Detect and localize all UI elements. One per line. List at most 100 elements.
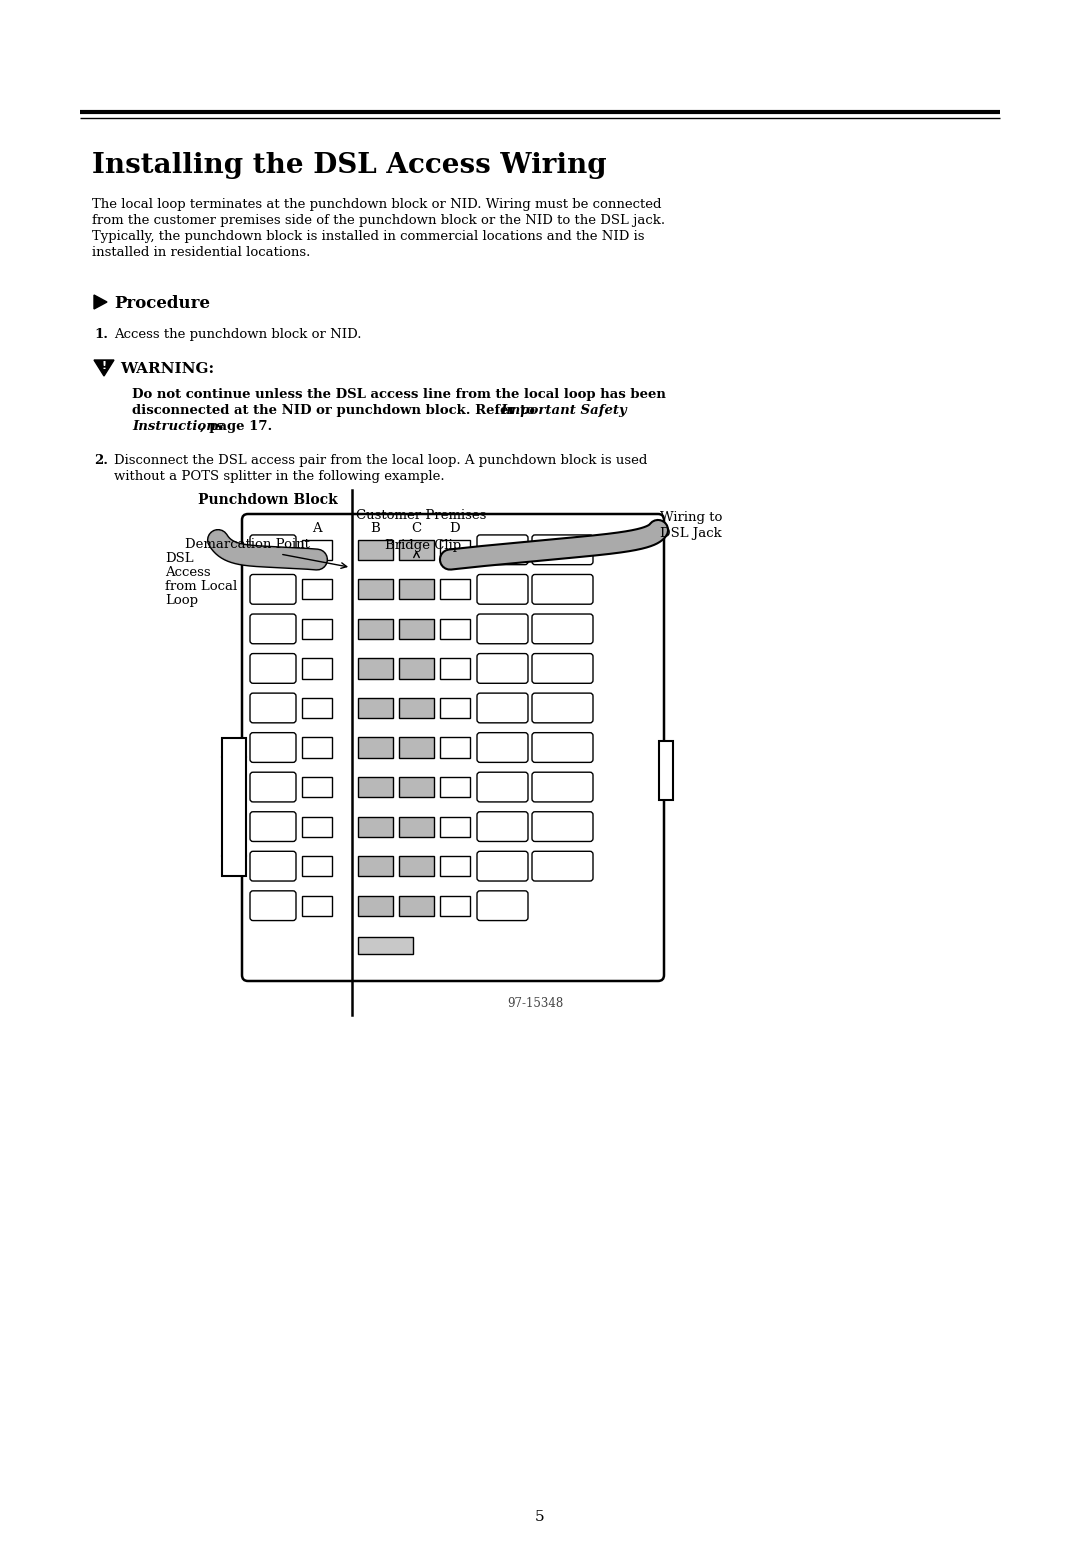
Text: 97-15348: 97-15348: [507, 996, 563, 1010]
FancyBboxPatch shape: [249, 773, 296, 802]
FancyBboxPatch shape: [532, 812, 593, 841]
Bar: [659, 741, 673, 799]
FancyBboxPatch shape: [249, 732, 296, 762]
Text: Important Safety: Important Safety: [500, 404, 626, 418]
Text: The local loop terminates at the punchdown block or NID. Wiring must be connecte: The local loop terminates at the punchdo…: [92, 199, 661, 211]
Text: Customer Premises: Customer Premises: [356, 508, 486, 522]
Text: 5: 5: [536, 1509, 544, 1523]
Text: A: A: [312, 522, 322, 535]
Text: Access the punchdown block or NID.: Access the punchdown block or NID.: [114, 328, 362, 341]
Text: WARNING:: WARNING:: [120, 361, 214, 375]
Bar: [357, 937, 413, 954]
Bar: [399, 777, 434, 798]
FancyBboxPatch shape: [532, 535, 593, 565]
Polygon shape: [94, 296, 107, 310]
Bar: [302, 658, 332, 679]
Bar: [399, 540, 434, 560]
FancyBboxPatch shape: [532, 574, 593, 604]
FancyBboxPatch shape: [477, 535, 528, 565]
Text: installed in residential locations.: installed in residential locations.: [92, 246, 310, 260]
Bar: [357, 738, 393, 757]
Bar: [399, 579, 434, 599]
FancyBboxPatch shape: [477, 654, 528, 683]
Bar: [440, 540, 470, 560]
Polygon shape: [94, 360, 114, 375]
Bar: [302, 896, 332, 917]
Text: Installing the DSL Access Wiring: Installing the DSL Access Wiring: [92, 152, 607, 178]
Bar: [440, 816, 470, 837]
Bar: [440, 856, 470, 876]
Bar: [399, 619, 434, 640]
Bar: [302, 579, 332, 599]
FancyBboxPatch shape: [249, 693, 296, 723]
Bar: [357, 698, 393, 718]
FancyBboxPatch shape: [249, 812, 296, 841]
Text: from Local: from Local: [165, 580, 238, 593]
Bar: [399, 816, 434, 837]
Bar: [302, 816, 332, 837]
Text: from the customer premises side of the punchdown block or the NID to the DSL jac: from the customer premises side of the p…: [92, 214, 665, 227]
FancyBboxPatch shape: [532, 851, 593, 881]
FancyBboxPatch shape: [532, 773, 593, 802]
Text: Disconnect the DSL access pair from the local loop. A punchdown block is used: Disconnect the DSL access pair from the …: [114, 454, 647, 468]
FancyBboxPatch shape: [249, 654, 296, 683]
FancyBboxPatch shape: [532, 654, 593, 683]
FancyBboxPatch shape: [477, 732, 528, 762]
Bar: [399, 738, 434, 757]
Text: !: !: [102, 361, 107, 371]
Text: Do not continue unless the DSL access line from the local loop has been: Do not continue unless the DSL access li…: [132, 388, 666, 400]
Bar: [357, 658, 393, 679]
FancyBboxPatch shape: [477, 891, 528, 921]
Text: Wiring to: Wiring to: [660, 511, 723, 524]
FancyBboxPatch shape: [532, 732, 593, 762]
Bar: [357, 619, 393, 640]
Text: DSL Jack: DSL Jack: [660, 527, 721, 540]
FancyBboxPatch shape: [477, 574, 528, 604]
Text: disconnected at the NID or punchdown block. Refer to: disconnected at the NID or punchdown blo…: [132, 404, 540, 418]
Text: C: C: [411, 522, 421, 535]
FancyBboxPatch shape: [249, 535, 296, 565]
Text: Loop: Loop: [165, 594, 198, 607]
Bar: [302, 698, 332, 718]
Bar: [302, 856, 332, 876]
FancyBboxPatch shape: [532, 615, 593, 644]
FancyBboxPatch shape: [477, 812, 528, 841]
Text: D: D: [449, 522, 460, 535]
Bar: [440, 658, 470, 679]
Bar: [440, 698, 470, 718]
FancyBboxPatch shape: [477, 851, 528, 881]
Bar: [440, 738, 470, 757]
FancyBboxPatch shape: [249, 574, 296, 604]
Bar: [302, 540, 332, 560]
Bar: [357, 896, 393, 917]
Text: 1.: 1.: [94, 328, 108, 341]
Text: Access: Access: [165, 566, 211, 579]
Bar: [222, 738, 246, 876]
Bar: [440, 619, 470, 640]
Text: Typically, the punchdown block is installed in commercial locations and the NID : Typically, the punchdown block is instal…: [92, 230, 645, 242]
Text: Bridge Clip: Bridge Clip: [384, 540, 461, 552]
Bar: [302, 738, 332, 757]
Bar: [399, 658, 434, 679]
Bar: [302, 777, 332, 798]
FancyBboxPatch shape: [477, 693, 528, 723]
FancyBboxPatch shape: [477, 615, 528, 644]
Bar: [357, 777, 393, 798]
Bar: [399, 896, 434, 917]
Bar: [399, 856, 434, 876]
Text: B: B: [370, 522, 380, 535]
Bar: [440, 579, 470, 599]
Text: without a POTS splitter in the following example.: without a POTS splitter in the following…: [114, 471, 445, 483]
Text: 2.: 2.: [94, 454, 108, 468]
Bar: [357, 856, 393, 876]
Bar: [357, 540, 393, 560]
FancyBboxPatch shape: [249, 891, 296, 921]
FancyBboxPatch shape: [249, 615, 296, 644]
FancyBboxPatch shape: [242, 515, 664, 981]
Bar: [302, 619, 332, 640]
Text: Instructions: Instructions: [132, 421, 224, 433]
Text: Procedure: Procedure: [114, 296, 210, 311]
Bar: [440, 777, 470, 798]
FancyBboxPatch shape: [477, 773, 528, 802]
Text: , page 17.: , page 17.: [200, 421, 272, 433]
